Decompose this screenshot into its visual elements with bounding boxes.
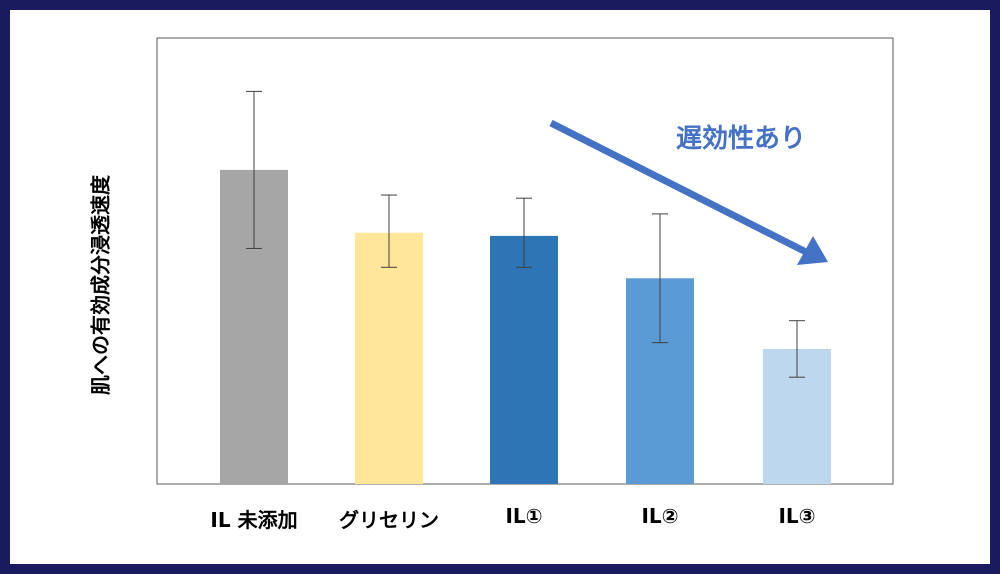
- trend-arrow-line: [549, 119, 808, 256]
- trend-annotation: 遅効性あり: [676, 124, 807, 154]
- trend-arrow-head: [797, 236, 828, 265]
- error-bars-group: [246, 90, 805, 378]
- x-tick-label: IL②: [641, 504, 679, 528]
- y-axis-label: 肌への有効成分浸透速度: [88, 175, 113, 395]
- x-tick-label: IL①: [505, 504, 543, 528]
- x-tick-label: グリセリン: [339, 508, 439, 532]
- x-tick-label: IL 未添加: [210, 508, 298, 532]
- x-tick-label: IL③: [778, 504, 816, 528]
- bar: [490, 235, 558, 484]
- bar: [355, 232, 423, 484]
